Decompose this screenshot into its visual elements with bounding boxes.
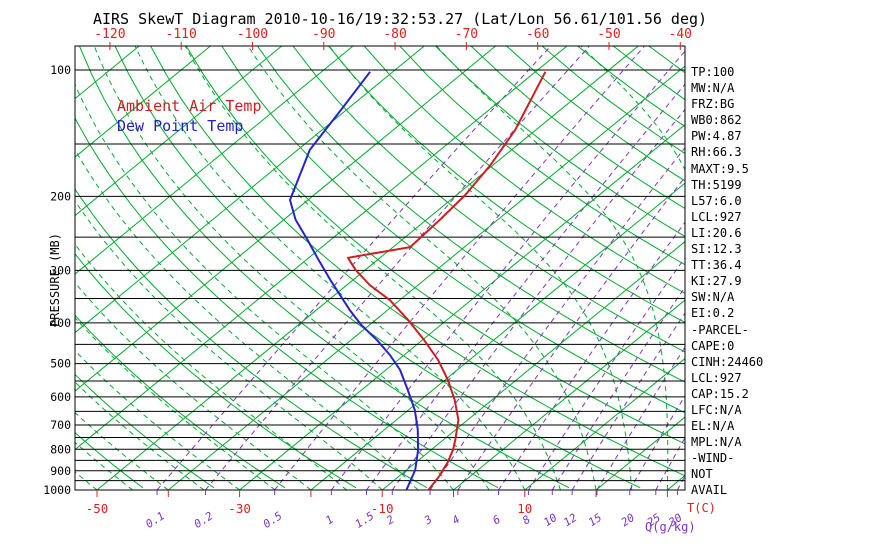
bottom-temp-label: -30	[228, 501, 251, 516]
stat-line: MPL:N/A	[691, 435, 742, 450]
pressure-tick-label: 300	[50, 263, 71, 277]
pressure-tick-label: 700	[50, 418, 71, 432]
top-temp-label: -110	[166, 27, 197, 42]
stat-line: -PARCEL-	[691, 322, 749, 337]
temp-axis-unit-label: T(C)	[687, 501, 716, 515]
temperature-profile-line	[347, 71, 547, 490]
bottom-temp-label: -50	[86, 501, 109, 516]
stat-line: FRZ:BG	[691, 97, 735, 112]
mixing-ratio-label: 0.2	[192, 509, 216, 531]
bottom-temp-label: -10	[371, 501, 394, 516]
stat-line: WB0:862	[691, 113, 742, 128]
pressure-tick-label: 600	[50, 390, 71, 404]
pressure-tick-label: 400	[50, 316, 71, 330]
stat-line: MW:N/A	[691, 81, 735, 96]
legend-ambient-air-temp: Ambient Air Temp	[117, 97, 262, 115]
stat-line: L57:6.0	[691, 193, 742, 208]
top-temp-label: -120	[94, 27, 125, 42]
top-temp-label: -100	[237, 27, 268, 42]
stat-line: SW:N/A	[691, 290, 735, 305]
mixing-ratio-label: 2	[384, 513, 397, 528]
pressure-tick-label: 200	[50, 189, 71, 203]
stat-line: EI:0.2	[691, 306, 735, 321]
stat-line: TH:5199	[691, 177, 742, 192]
stat-line: CAPE:0	[691, 338, 735, 353]
mixing-ratio-label: 10	[541, 511, 560, 529]
dry-adiabat-lines	[75, 46, 685, 489]
pressure-tick-label: 1000	[43, 483, 71, 497]
mixing-ratio-label: 1	[323, 513, 336, 528]
mixing-ratio-label: 15	[586, 511, 604, 529]
pressure-tick-label: 900	[50, 464, 71, 478]
stat-line: MAXT:9.5	[691, 161, 749, 176]
stat-line: LFC:N/A	[691, 402, 742, 417]
top-temp-label: -50	[597, 27, 620, 42]
stat-line: SI:12.3	[691, 242, 742, 257]
page-title: AIRS SkewT Diagram 2010-10-16/19:32:53.2…	[92, 10, 708, 28]
stat-line: CAP:15.2	[691, 386, 749, 401]
top-temp-label: -80	[383, 27, 406, 42]
pressure-tick-label: 500	[50, 357, 71, 371]
stat-line: PW:4.87	[691, 129, 742, 144]
stat-line: TP:100	[691, 65, 735, 79]
stat-line: NOT	[691, 467, 713, 482]
mixing-ratio-label: 0.1	[143, 509, 167, 531]
top-temp-label: -90	[312, 27, 335, 42]
mixing-ratio-label: 12	[561, 511, 580, 529]
legend-dew-point-temp: Dew Point Temp	[117, 117, 244, 135]
stat-line: KI:27.9	[691, 274, 742, 289]
mixing-axis-unit-label: Q(g/kg)	[645, 520, 696, 534]
plot-border	[74, 45, 686, 491]
stat-line: RH:66.3	[691, 145, 742, 160]
dewpoint-profile-line	[289, 71, 420, 490]
mixing-ratio-label: 4	[450, 513, 463, 528]
stat-line: AVAIL	[691, 483, 728, 498]
stat-line: CINH:24460	[691, 354, 764, 369]
stat-line: -WIND-	[691, 451, 735, 466]
stat-line: TT:36.4	[691, 258, 742, 273]
stats-panel: TP:100 MW:N/A FRZ:BG WB0:862 PW:4.87 RH:66.3 M…	[691, 64, 869, 499]
stat-line: LCL:927	[691, 370, 742, 385]
mixing-ratio-label: 3	[421, 513, 434, 528]
top-temp-label: -70	[455, 27, 478, 42]
stat-line: EL:N/A	[691, 419, 735, 434]
pressure-tick-label: 100	[50, 63, 71, 77]
mixing-ratio-lines	[156, 46, 685, 490]
top-temp-label: -40	[669, 27, 692, 42]
mixing-ratio-label: 20	[619, 511, 638, 529]
stat-line: LI:20.6	[691, 225, 742, 240]
top-temp-label: -60	[526, 27, 549, 42]
pressure-grid-lines	[75, 69, 685, 491]
mixing-ratio-label: 25	[645, 511, 663, 529]
mixing-ratio-label: 6	[490, 513, 503, 528]
bottom-temp-label: 10	[517, 501, 532, 516]
pressure-axis-title: PRESSURE (MB)	[48, 233, 62, 327]
pressure-tick-label: 800	[50, 442, 71, 456]
mixing-ratio-label: 0.5	[261, 509, 285, 531]
stat-line: LCL:927	[691, 209, 742, 224]
